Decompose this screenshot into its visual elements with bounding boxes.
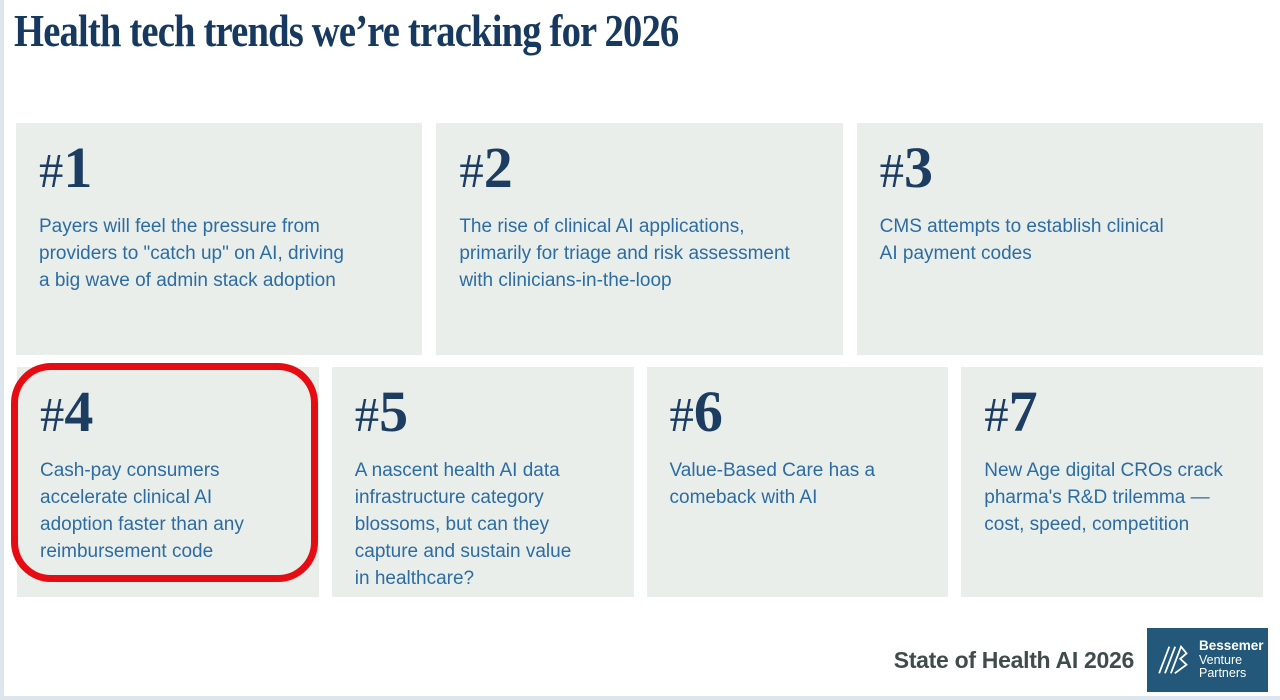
card-number: #5 xyxy=(355,383,614,441)
card-text: Cash-pay consumers accelerate clinical A… xyxy=(40,460,244,562)
card-number: #7 xyxy=(984,383,1243,441)
card-text: CMS attempts to establish clinical AI pa… xyxy=(879,216,1164,264)
bvp-logo-line-2: Venture xyxy=(1199,652,1243,667)
slide-title: Health tech trends we’re tracking for 20… xyxy=(14,5,679,56)
card-text: The rise of clinical AI applications, pr… xyxy=(459,216,790,291)
trend-card-7: #7 New Age digital CROs crack pharma's R… xyxy=(961,367,1263,597)
trend-card-2: #2 The rise of clinical AI applications,… xyxy=(436,123,843,355)
card-number: #4 xyxy=(40,383,299,441)
card-number-digit: 6 xyxy=(693,379,723,444)
card-number-hash: # xyxy=(354,388,380,442)
bvp-logo: Bessemer Venture Partners xyxy=(1147,628,1268,692)
trend-cards-row-2: #4 Cash-pay consumers accelerate clinica… xyxy=(11,363,1263,597)
card-number-digit: 7 xyxy=(1008,379,1038,444)
card-number-digit: 5 xyxy=(379,379,409,444)
trend-card-4: #4 Cash-pay consumers accelerate clinica… xyxy=(11,363,319,597)
card-number-hash: # xyxy=(40,388,65,442)
card-number-digit: 1 xyxy=(63,135,93,200)
card-text: A nascent health AI data infrastructure … xyxy=(354,460,572,589)
card-text: Payers will feel the pressure from provi… xyxy=(39,216,344,291)
bvp-logo-wordmark: Bessemer Venture Partners xyxy=(1199,637,1264,681)
bvp-logo-mark-icon xyxy=(1158,644,1188,675)
page-edge-left xyxy=(0,0,4,700)
footer: State of Health AI 2026 Bessemer Venture… xyxy=(894,628,1268,692)
card-number-digit: 4 xyxy=(64,379,94,444)
trend-card-3: #3 CMS attempts to establish clinical AI… xyxy=(856,123,1263,355)
trend-card-1: #1 Payers will feel the pressure from pr… xyxy=(16,123,423,355)
footer-label: State of Health AI 2026 xyxy=(893,646,1135,673)
card-number-digit: 3 xyxy=(904,135,934,200)
card-number: #6 xyxy=(670,383,929,441)
card-number-hash: # xyxy=(39,144,64,198)
bvp-logo-line-1: Bessemer xyxy=(1199,637,1264,653)
trend-cards-row-1: #1 Payers will feel the pressure from pr… xyxy=(16,123,1263,355)
card-number-digit: 2 xyxy=(483,135,513,200)
card-number: #3 xyxy=(880,139,1243,197)
card-number-hash: # xyxy=(459,144,484,198)
card-number: #1 xyxy=(39,139,402,197)
card-number: #2 xyxy=(459,139,822,197)
page-edge-bottom xyxy=(0,696,1280,700)
card-text: Value-Based Care has a comeback with AI xyxy=(669,460,876,508)
card-number-hash: # xyxy=(669,388,694,442)
trend-card-5: #5 A nascent health AI data infrastructu… xyxy=(331,367,634,597)
card-number-hash: # xyxy=(984,388,1009,442)
card-text: New Age digital CROs crack pharma's R&D … xyxy=(984,460,1223,535)
card-number-hash: # xyxy=(879,144,905,198)
trend-card-6: #6 Value-Based Care has a comeback with … xyxy=(646,367,949,597)
bvp-logo-line-3: Partners xyxy=(1199,666,1247,681)
